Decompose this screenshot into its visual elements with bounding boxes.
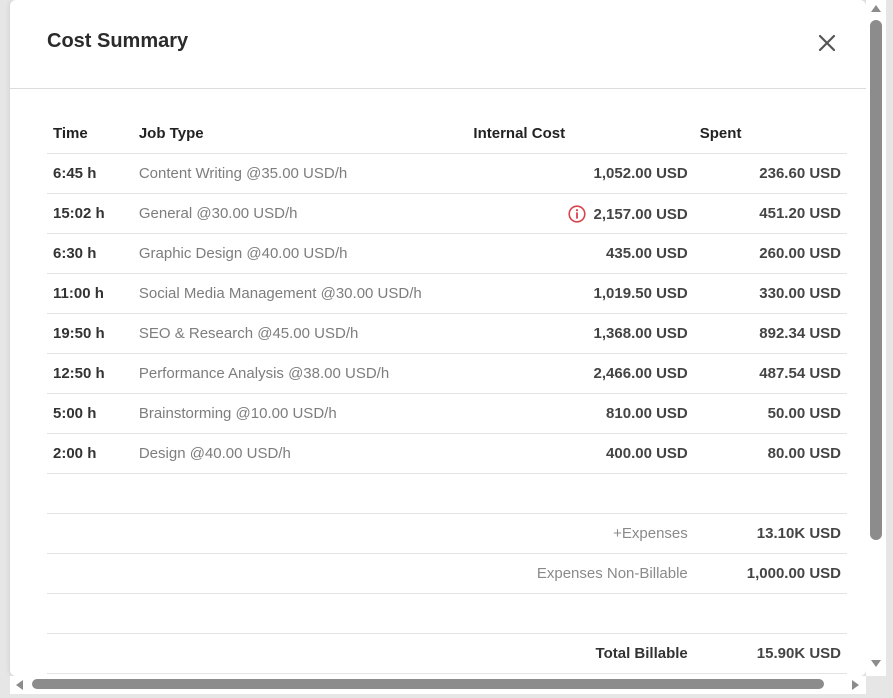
scroll-right-arrow-icon[interactable] <box>848 678 862 692</box>
modal-title: Cost Summary <box>47 30 189 52</box>
modal-header: Cost Summary <box>10 0 866 89</box>
summary-row-non-billable: Expenses Non-Billable 1,000.00 USD <box>47 553 847 594</box>
row-spent: 50.00 USD <box>693 393 847 434</box>
table-row: 2:00 h Design @40.00 USD/h 400.00 USD 80… <box>47 433 847 474</box>
row-job-type: Brainstorming @10.00 USD/h <box>132 393 468 434</box>
row-job-type: Design @40.00 USD/h <box>132 433 468 474</box>
header-time: Time <box>47 113 133 154</box>
expenses-value: 13.10K USD <box>693 513 847 554</box>
scroll-left-arrow-icon[interactable] <box>13 678 27 692</box>
summary-row-total: Total Billable 15.90K USD <box>47 633 847 674</box>
row-job-type: Social Media Management @30.00 USD/h <box>132 273 468 314</box>
row-job-type: Graphic Design @40.00 USD/h <box>132 233 468 274</box>
row-job-type: SEO & Research @45.00 USD/h <box>132 313 468 354</box>
non-billable-value: 1,000.00 USD <box>693 553 847 594</box>
header-internal-cost: Internal Cost <box>467 113 694 154</box>
spacer-row <box>47 593 847 634</box>
header-spent: Spent <box>693 113 847 154</box>
row-time: 6:45 h <box>47 153 133 194</box>
row-spent: 236.60 USD <box>693 153 847 194</box>
table-row: 6:30 h Graphic Design @40.00 USD/h 435.0… <box>47 233 847 274</box>
table-body: 6:45 h Content Writing @35.00 USD/h 1,05… <box>47 153 847 674</box>
row-internal-cost: 1,019.50 USD <box>467 273 694 314</box>
row-spent: 892.34 USD <box>693 313 847 354</box>
table-row: 11:00 h Social Media Management @30.00 U… <box>47 273 847 314</box>
row-time: 12:50 h <box>47 353 133 394</box>
table-row: 6:45 h Content Writing @35.00 USD/h 1,05… <box>47 153 847 194</box>
row-internal-cost-value: 2,157.00 USD <box>593 205 688 223</box>
row-time: 19:50 h <box>47 313 133 354</box>
table-row: 19:50 h SEO & Research @45.00 USD/h 1,36… <box>47 313 847 354</box>
info-circle-icon[interactable] <box>567 204 586 223</box>
row-internal-cost: 1,368.00 USD <box>467 313 694 354</box>
total-billable-value: 15.90K USD <box>693 633 847 674</box>
summary-row-expenses: +Expenses 13.10K USD <box>47 513 847 554</box>
non-billable-label: Expenses Non-Billable <box>47 553 694 594</box>
cost-table: Time Job Type Internal Cost Spent 6:45 h… <box>47 113 847 674</box>
close-button[interactable] <box>814 30 840 56</box>
row-time: 5:00 h <box>47 393 133 434</box>
row-internal-cost: 400.00 USD <box>467 433 694 474</box>
row-job-type: General @30.00 USD/h <box>132 193 468 234</box>
row-spent: 330.00 USD <box>693 273 847 314</box>
expenses-label: +Expenses <box>47 513 694 554</box>
row-job-type: Performance Analysis @38.00 USD/h <box>132 353 468 394</box>
header-job-type: Job Type <box>132 113 468 154</box>
row-spent: 260.00 USD <box>693 233 847 274</box>
spacer-row <box>47 473 847 514</box>
row-spent: 80.00 USD <box>693 433 847 474</box>
row-spent: 451.20 USD <box>693 193 847 234</box>
scroll-down-arrow-icon[interactable] <box>869 656 883 670</box>
row-spent: 487.54 USD <box>693 353 847 394</box>
horizontal-scrollbar-thumb[interactable] <box>32 679 824 689</box>
table-row: 5:00 h Brainstorming @10.00 USD/h 810.00… <box>47 393 847 434</box>
row-internal-cost: 810.00 USD <box>467 393 694 434</box>
row-time: 11:00 h <box>47 273 133 314</box>
row-job-type: Content Writing @35.00 USD/h <box>132 153 468 194</box>
table-header-row: Time Job Type Internal Cost Spent <box>47 113 847 154</box>
row-internal-cost: 1,052.00 USD <box>467 153 694 194</box>
row-time: 15:02 h <box>47 193 133 234</box>
table-row: 15:02 h General @30.00 USD/h 2,157.00 US… <box>47 193 847 234</box>
row-time: 2:00 h <box>47 433 133 474</box>
row-internal-cost: 2,466.00 USD <box>467 353 694 394</box>
vertical-scrollbar-thumb[interactable] <box>870 20 882 540</box>
row-time: 6:30 h <box>47 233 133 274</box>
close-icon <box>818 34 836 52</box>
row-internal-cost: 2,157.00 USD <box>467 193 694 234</box>
total-billable-label: Total Billable <box>47 633 694 674</box>
cost-summary-modal: Cost Summary Time Job Type Internal Cost… <box>10 0 866 676</box>
table-row: 12:50 h Performance Analysis @38.00 USD/… <box>47 353 847 394</box>
scroll-up-arrow-icon[interactable] <box>869 2 883 16</box>
row-internal-cost: 435.00 USD <box>467 233 694 274</box>
